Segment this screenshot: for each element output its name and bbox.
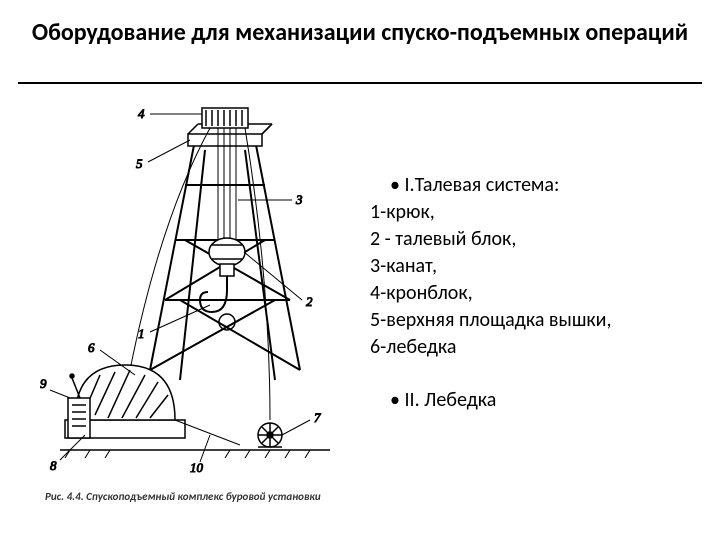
item-1: 1-крюк, xyxy=(370,199,700,226)
section2-heading: II. Лебедка xyxy=(404,388,496,412)
label-7: 7 xyxy=(314,410,321,425)
figure-caption: Рис. 4.4. Спускоподъемный комплекс буров… xyxy=(45,490,335,503)
label-10: 10 xyxy=(190,460,204,475)
title-underline xyxy=(18,82,702,84)
label-1: 1 xyxy=(138,326,145,341)
label-3: 3 xyxy=(295,192,303,207)
bullet-icon xyxy=(390,388,404,412)
item-6: 6-лебедка xyxy=(370,334,700,361)
label-4: 4 xyxy=(138,106,145,121)
label-8: 8 xyxy=(50,458,57,473)
diagram-figure: 4 5 3 2 1 6 8 9 10 7 xyxy=(40,100,340,480)
item-5: 5-верхняя площадка вышки, xyxy=(370,307,700,334)
bullet-icon xyxy=(390,173,404,197)
item-3: 3-канат, xyxy=(370,253,700,280)
label-6: 6 xyxy=(88,340,95,355)
section1-heading: I.Талевая система: xyxy=(404,173,559,197)
label-5: 5 xyxy=(136,156,143,171)
text-content: I.Талевая система: 1-крюк, 2 - талевый б… xyxy=(370,172,700,414)
item-2: 2 - талевый блок, xyxy=(370,226,700,253)
label-9: 9 xyxy=(40,376,47,391)
page-title: Оборудование для механизации спуско-подъ… xyxy=(30,18,690,48)
label-2: 2 xyxy=(306,294,313,309)
item-4: 4-кронблок, xyxy=(370,280,700,307)
tackle-system-diagram: 4 5 3 2 1 6 8 9 10 7 xyxy=(40,100,340,480)
